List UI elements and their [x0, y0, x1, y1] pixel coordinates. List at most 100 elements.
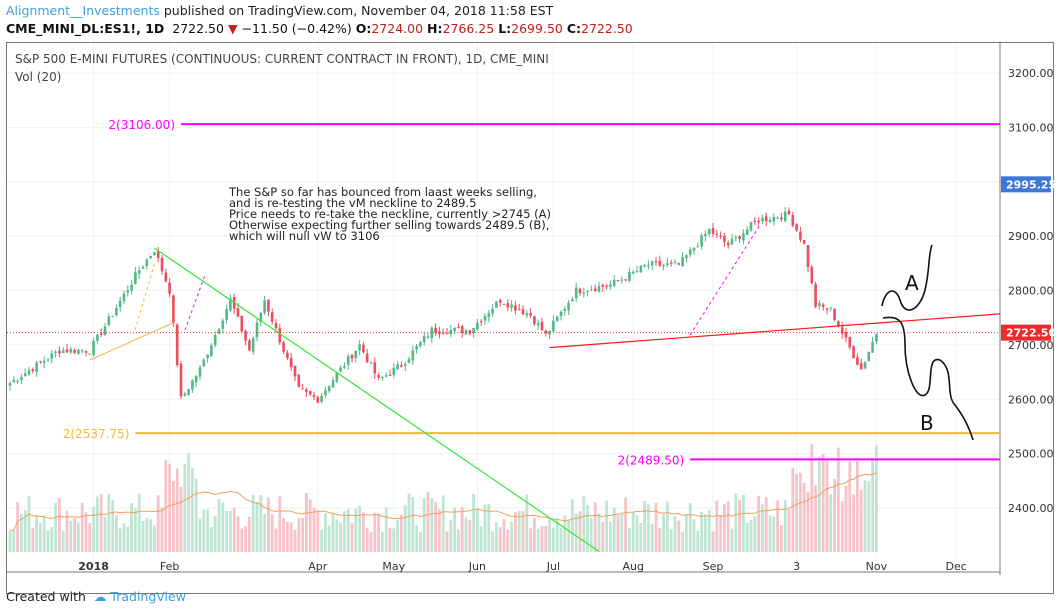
volume-bar [624, 497, 627, 552]
candle-body [134, 272, 137, 285]
volume-bar [39, 523, 42, 552]
candle-body [441, 332, 445, 334]
y-tick-label: 3200.00 [1008, 67, 1054, 80]
candle-body [719, 235, 722, 237]
candle-body [738, 236, 741, 239]
candle-body [563, 308, 567, 311]
candle-body [833, 308, 836, 321]
author-link[interactable]: Alignment__Investments [6, 3, 160, 18]
y-tick-label: 2400.00 [1008, 502, 1054, 515]
candle-body [867, 351, 871, 362]
candle-body [753, 220, 757, 222]
candle-body [859, 363, 863, 370]
volume-bar [510, 521, 513, 552]
volume-bar [844, 485, 848, 552]
candle-body [814, 284, 817, 307]
candle-body [685, 255, 688, 259]
candle-body [590, 289, 593, 291]
volume-bar [316, 510, 320, 552]
volume-bar [742, 494, 745, 552]
candle-body [616, 280, 620, 282]
candle-body [172, 295, 175, 324]
candle-body [639, 265, 643, 273]
volume-bar [42, 516, 46, 552]
y-tick-label: 2800.00 [1008, 285, 1054, 298]
candle-body [255, 322, 259, 338]
candle-body [506, 303, 510, 308]
candle-body [263, 300, 266, 313]
volume-bar [381, 531, 384, 552]
volume-bar [335, 519, 339, 552]
candle-body [392, 367, 396, 376]
candle-body [229, 298, 232, 311]
candle-body [65, 349, 69, 353]
candle-body [362, 344, 365, 353]
candle-body [99, 333, 103, 335]
candle-body [434, 327, 437, 333]
volume-bar [419, 531, 422, 552]
volume-bar [289, 522, 293, 552]
volume-bar [175, 468, 179, 552]
volume-bar [662, 513, 665, 552]
candle-body [734, 236, 738, 238]
x-tick-label: 2018 [78, 560, 109, 573]
orange-line [89, 321, 176, 361]
volume-bar [103, 516, 107, 552]
volume-bar [232, 507, 236, 552]
candle-body [445, 333, 449, 335]
candle-body [658, 260, 662, 266]
volume-bar [620, 513, 624, 552]
x-tick-label: Sep [703, 560, 724, 573]
volume-bar [96, 496, 99, 552]
candle-body [225, 309, 228, 320]
volume-bar [278, 496, 282, 552]
volume-bar [16, 502, 19, 552]
candle-body [213, 334, 217, 346]
candle-body [821, 304, 825, 307]
volume-bar [536, 528, 540, 552]
candle-body [586, 291, 589, 293]
candle-body [609, 284, 612, 288]
volume-bar [761, 504, 764, 552]
candle-body [745, 229, 749, 235]
candle-body [388, 374, 392, 376]
volume-bar [666, 501, 669, 552]
candle-body [472, 328, 475, 333]
volume-bar [438, 509, 441, 552]
candle-body [403, 364, 407, 367]
volume-bar [35, 515, 38, 552]
candle-body [354, 350, 358, 358]
x-tick-label: Jul [546, 560, 560, 573]
candle-body [476, 322, 479, 330]
volume-bar [487, 503, 491, 552]
volume-bar [673, 516, 677, 552]
volume-bar [472, 494, 475, 552]
tradingview-link[interactable]: TradingView [110, 589, 186, 604]
candle-body [536, 323, 540, 326]
volume-bar [426, 492, 430, 552]
annotation-text: Price needs to re-take the neckline, cur… [229, 207, 551, 221]
volume-bar [753, 516, 757, 552]
candle-body [605, 285, 608, 287]
candle-body [27, 370, 31, 375]
volume-bar [388, 528, 392, 552]
candle-body [571, 299, 574, 302]
volume-bar [267, 497, 270, 552]
magenta-dashed-line [689, 224, 761, 336]
volume-bar [107, 494, 111, 552]
symbol-info: CME_MINI_DL:ES1!, 1D 2722.50 ▼ −11.50 (−… [6, 21, 633, 36]
candle-body [620, 279, 624, 281]
candle-body [772, 216, 776, 222]
x-tick-label: May [382, 560, 405, 573]
volume-bar [259, 495, 263, 552]
volume-bar [875, 445, 878, 552]
volume-bar [270, 514, 274, 552]
candle-body [666, 263, 669, 266]
volume-bar [164, 460, 168, 552]
volume-bar [58, 497, 61, 552]
candle-body [548, 330, 551, 335]
candle-body [654, 261, 658, 263]
candle-body [848, 336, 852, 348]
volume-bar [384, 507, 388, 552]
